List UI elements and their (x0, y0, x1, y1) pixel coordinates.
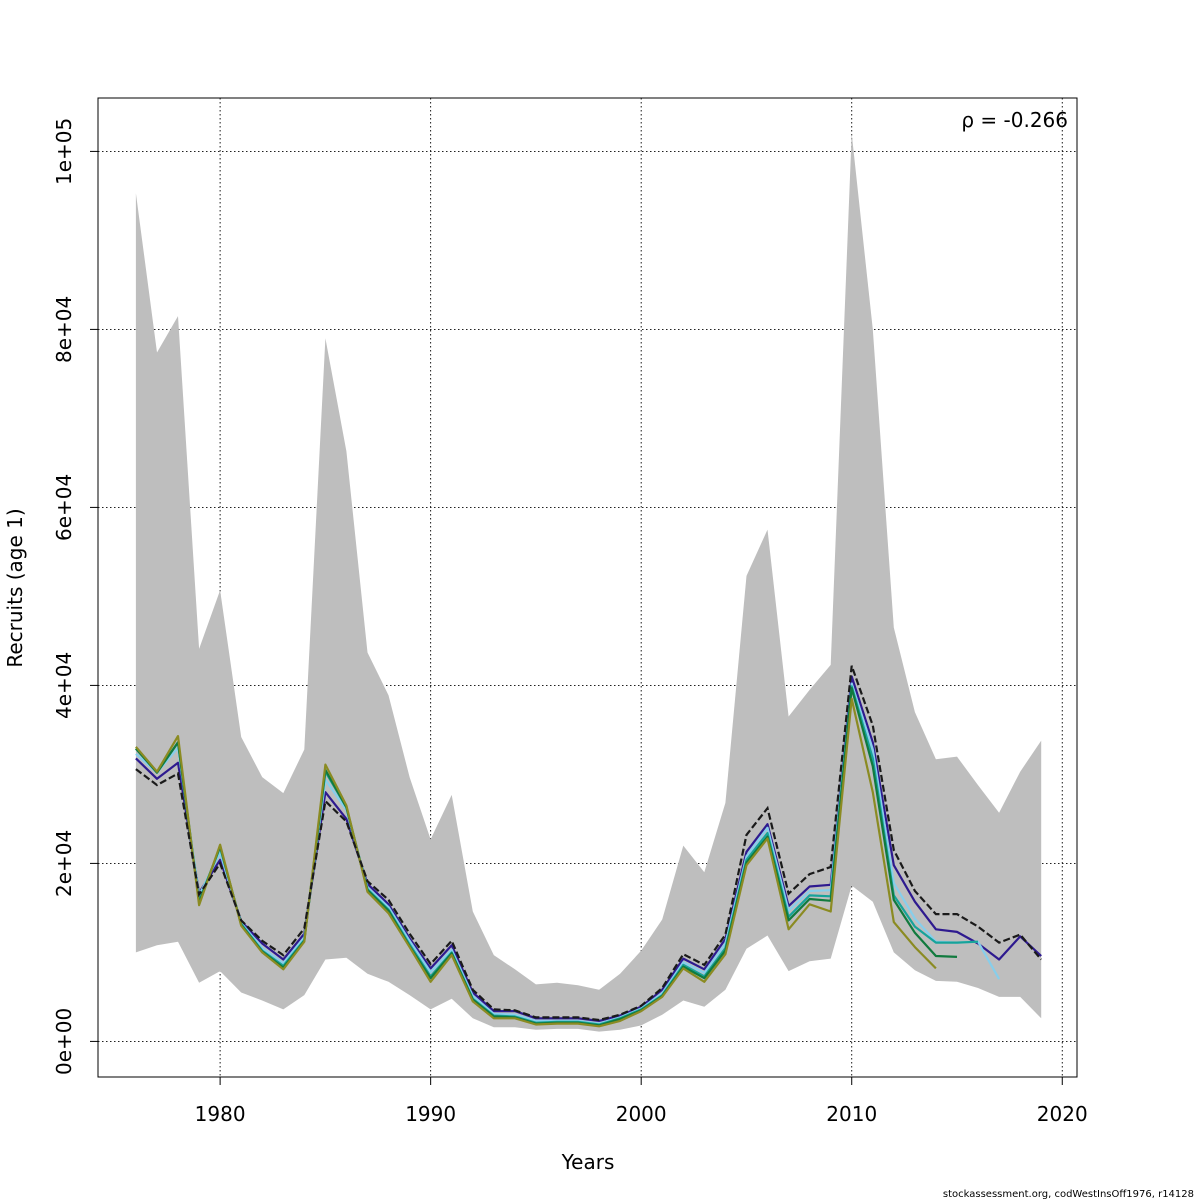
y-axis-title: Recruits (age 1) (3, 508, 27, 667)
x-axis-title: Years (561, 1150, 615, 1174)
y-tick-label: 4e+04 (52, 652, 76, 719)
x-tick-label: 1990 (405, 1102, 456, 1126)
y-tick-label: 6e+04 (52, 474, 76, 541)
y-axis: 0e+00 2e+04 4e+04 6e+04 8e+04 1e+05 (52, 118, 99, 1075)
y-tick-label: 8e+04 (52, 296, 76, 363)
confidence-band-area (135, 133, 1042, 1032)
x-tick-label: 1980 (195, 1102, 246, 1126)
x-tick-label: 2020 (1037, 1102, 1088, 1126)
footer-credit: stockassessment.org, codWestInsOff1976, … (943, 1189, 1194, 1200)
y-tick-label: 1e+05 (52, 118, 76, 185)
rho-annotation: ρ = -0.266 (961, 108, 1068, 132)
x-axis: 1980 1990 2000 2010 2020 (195, 1076, 1088, 1126)
y-tick-label: 2e+04 (52, 830, 76, 897)
y-tick-label: 0e+00 (52, 1008, 76, 1075)
x-tick-label: 2000 (616, 1102, 667, 1126)
confidence-band (135, 133, 1042, 1032)
series-lines (135, 665, 1043, 1028)
series-line-dashed (135, 665, 1043, 1022)
x-tick-label: 2010 (826, 1102, 877, 1126)
series-line-5 (135, 697, 937, 1028)
